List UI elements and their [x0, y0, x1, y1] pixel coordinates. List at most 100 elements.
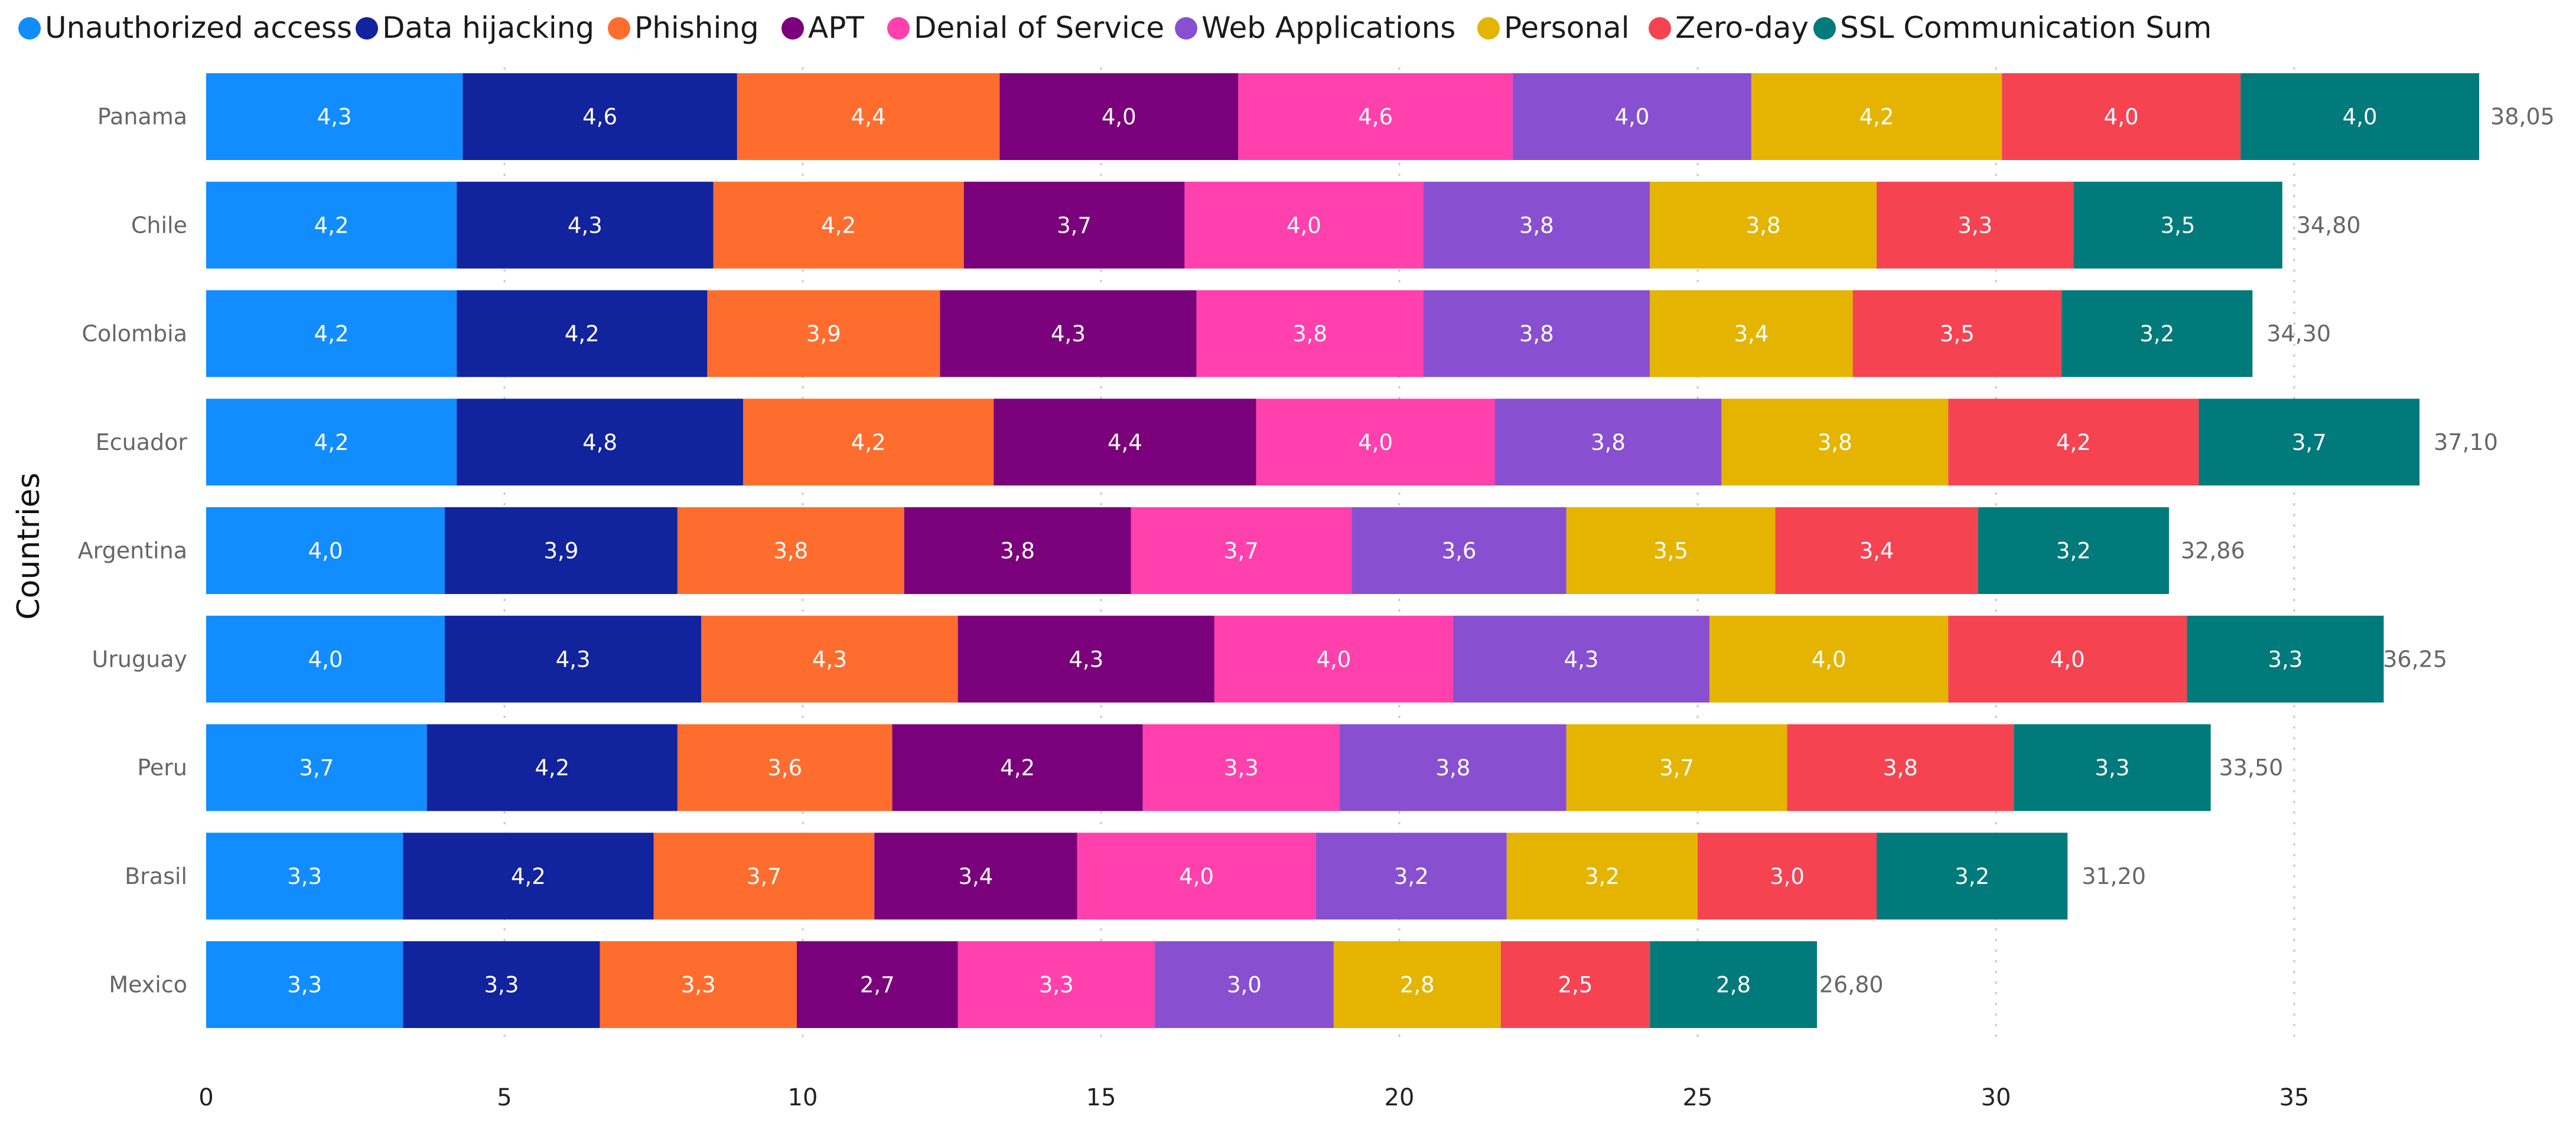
bar-segment[interactable]	[2014, 724, 2211, 811]
bar-segment[interactable]	[958, 941, 1155, 1028]
bar-segment[interactable]	[1852, 290, 2062, 377]
bar-segment[interactable]	[1948, 399, 2199, 486]
bar-segment[interactable]	[1721, 399, 1949, 486]
bar-segment[interactable]	[743, 399, 994, 486]
bar-segment[interactable]	[940, 290, 1197, 377]
x-tick-label: 10	[788, 1084, 818, 1111]
bar-segment[interactable]	[677, 507, 904, 594]
bar-segment[interactable]	[1238, 73, 1513, 160]
legend-item[interactable]: Personal	[1477, 11, 1630, 45]
bar-segment[interactable]	[1453, 615, 1710, 703]
legend-item[interactable]: APT	[781, 11, 864, 45]
total-label: 32,86	[2181, 538, 2245, 564]
bar-segment[interactable]	[1566, 507, 1776, 594]
bar-segment[interactable]	[2062, 290, 2253, 377]
bar-segment[interactable]	[457, 290, 708, 377]
bar-segment[interactable]	[677, 724, 893, 811]
bar-segment[interactable]	[1877, 833, 2068, 920]
bar-segment[interactable]	[1775, 507, 1978, 594]
y-axis-label: Countries	[11, 472, 47, 619]
bar-segment[interactable]	[463, 73, 737, 160]
legend-marker	[608, 17, 630, 40]
bar-segment[interactable]	[874, 833, 1077, 920]
bar-segment[interactable]	[653, 833, 875, 920]
bar-segment[interactable]	[963, 181, 1185, 269]
bar-segment[interactable]	[600, 941, 797, 1028]
legend-item[interactable]: Zero-day	[1649, 11, 1809, 45]
bar-segment[interactable]	[1751, 73, 2002, 160]
bar-segment[interactable]	[426, 724, 678, 811]
bar-segment[interactable]	[1333, 941, 1501, 1028]
legend-item[interactable]: Denial of Service	[887, 11, 1164, 45]
bar-segment[interactable]	[892, 724, 1143, 811]
legend-item[interactable]: Unauthorized access	[18, 11, 352, 45]
bar-segment[interactable]	[1650, 181, 1877, 269]
bar-segment[interactable]	[206, 181, 457, 269]
bar-segment[interactable]	[958, 615, 1214, 703]
bar-segment[interactable]	[206, 399, 457, 486]
total-label: 26,80	[1819, 972, 1884, 998]
bar-segment[interactable]	[1650, 290, 1853, 377]
bar-segment[interactable]	[2002, 73, 2241, 160]
bar-segment[interactable]	[1566, 724, 1787, 811]
bar-segment[interactable]	[457, 181, 714, 269]
bar-segment[interactable]	[1196, 290, 1424, 377]
bar-segment[interactable]	[206, 941, 403, 1028]
bar-segment[interactable]	[403, 941, 600, 1028]
legend-item[interactable]: Phishing	[608, 11, 759, 45]
bar-segment[interactable]	[2199, 399, 2420, 486]
bar-segment[interactable]	[1877, 181, 2074, 269]
legend-item[interactable]: Web Applications	[1175, 11, 1455, 45]
data-label: 4,4	[851, 105, 886, 130]
bar-segment[interactable]	[707, 290, 940, 377]
bar-segment[interactable]	[1315, 833, 1507, 920]
bar-segment[interactable]	[445, 507, 678, 594]
legend-item[interactable]: Data hijacking	[356, 11, 594, 45]
data-label: 3,7	[1224, 539, 1259, 564]
bar-segment[interactable]	[999, 73, 1239, 160]
bar-segment[interactable]	[1978, 507, 2169, 594]
bar-segment[interactable]	[457, 399, 743, 486]
bar-segment[interactable]	[994, 399, 1256, 486]
bar-segment[interactable]	[1131, 507, 1352, 594]
bar-segment[interactable]	[206, 507, 445, 594]
bar-segment[interactable]	[713, 181, 964, 269]
bar-segment[interactable]	[1948, 615, 2187, 703]
bar-segment[interactable]	[2187, 615, 2384, 703]
bar-segment[interactable]	[1154, 941, 1334, 1028]
bar-segment[interactable]	[445, 615, 702, 703]
bar-segment[interactable]	[1142, 724, 1340, 811]
bar-segment[interactable]	[1709, 615, 1949, 703]
bar-segment[interactable]	[1351, 507, 1567, 594]
bar-segment[interactable]	[1340, 724, 1567, 811]
bar-segment[interactable]	[737, 73, 1000, 160]
bar-segment[interactable]	[1077, 833, 1316, 920]
bar-segment[interactable]	[206, 724, 427, 811]
legend-item[interactable]: SSL Communication Sum	[1813, 11, 2212, 45]
bar-segment[interactable]	[904, 507, 1131, 594]
bar-segment[interactable]	[206, 615, 445, 703]
bar-segment[interactable]	[2073, 181, 2282, 269]
bar-segment[interactable]	[2240, 73, 2480, 160]
bar-segment[interactable]	[206, 73, 463, 160]
bar-segment[interactable]	[796, 941, 958, 1028]
bar-segment[interactable]	[1650, 941, 1817, 1028]
bar-segment[interactable]	[1184, 181, 1424, 269]
bar-segment[interactable]	[1506, 833, 1698, 920]
bar-segment[interactable]	[1512, 73, 1751, 160]
bar-segment[interactable]	[1494, 399, 1722, 486]
bar-row: 3,3 4,2 3,7 3,4 4,0 3,2 3,2 3,0 3,2 31,20	[206, 833, 2146, 920]
bar-segment[interactable]	[701, 615, 958, 703]
bar-segment[interactable]	[206, 833, 403, 920]
data-label: 4,0	[1358, 430, 1393, 455]
bar-segment[interactable]	[1423, 290, 1650, 377]
bar-segment[interactable]	[1256, 399, 1495, 486]
bar-segment[interactable]	[1787, 724, 2014, 811]
bar-segment[interactable]	[206, 290, 457, 377]
data-label: 3,3	[2095, 755, 2130, 781]
bar-segment[interactable]	[1698, 833, 1877, 920]
bar-segment[interactable]	[1214, 615, 1453, 703]
bar-segment[interactable]	[403, 833, 654, 920]
bar-segment[interactable]	[1423, 181, 1650, 269]
bar-segment[interactable]	[1500, 941, 1650, 1028]
